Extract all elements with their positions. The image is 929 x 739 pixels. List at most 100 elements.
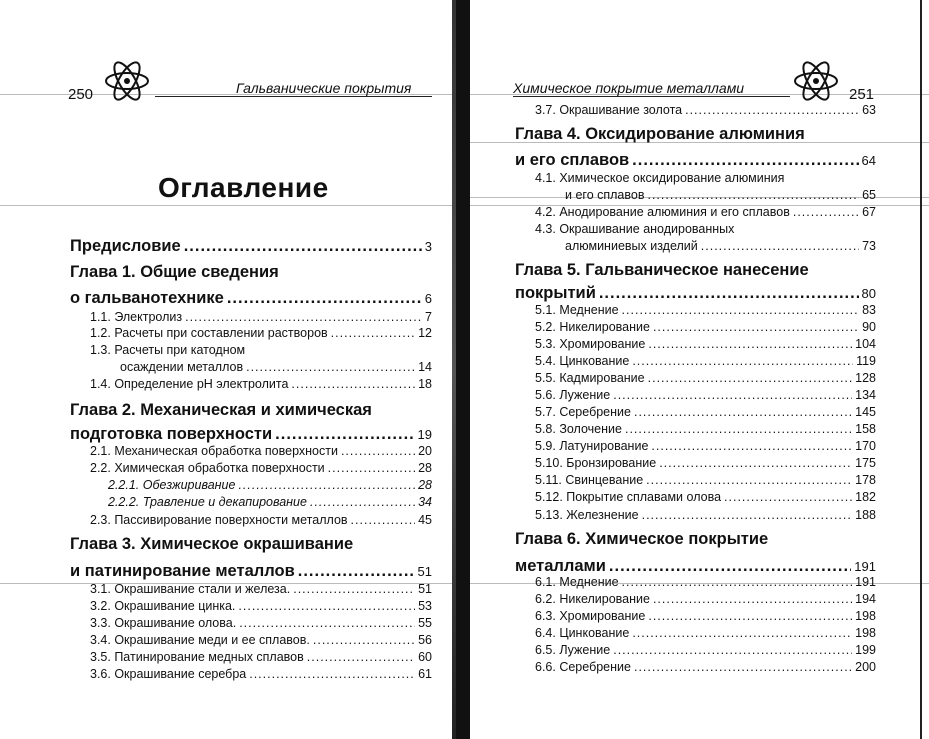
toc-page-number: 83 [862, 303, 876, 317]
dot-leader: ........................................… [226, 289, 422, 307]
toc-entry-title: Глава 1. Общие сведения [70, 263, 279, 281]
dot-leader: ........................................… [646, 473, 853, 487]
toc-entry-title: 3.3. Окрашивание олова. [90, 616, 237, 630]
toc-section-entry: 2.1. Механическая обработка поверхности.… [90, 443, 432, 460]
toc-section-entry: 5.6. Лужение............................… [535, 387, 876, 404]
toc-page-number: 191 [854, 559, 876, 574]
toc-entry-title: 6.6. Серебрение [535, 660, 631, 674]
toc-page-number: 51 [418, 582, 432, 596]
toc-entry-title: 5.6. Лужение [535, 388, 611, 402]
toc-section-entry: 6.5. Лужение............................… [535, 642, 876, 659]
toc-chapter-entry: и патинирование металлов................… [70, 560, 432, 582]
toc-entry-title: о гальванотехнике [70, 289, 224, 307]
toc-section-entry: 5.8. Золочение..........................… [535, 421, 876, 438]
toc-page-number: 60 [418, 650, 432, 664]
toc-entry-title: 2.2.2. Травление и декапирование [108, 495, 307, 509]
toc-section-entry: 6.2. Никелирование......................… [535, 591, 876, 608]
toc-entry-title: 5.9. Латунирование [535, 439, 649, 453]
toc-section-entry: 5.12. Покрытие сплавами олова...........… [535, 489, 876, 506]
toc-page-number: 182 [855, 490, 876, 504]
toc-section-entry: 5.1. Меднение...........................… [535, 302, 876, 319]
toc-page-number: 34 [418, 495, 432, 509]
toc-chapter-entry: металлами...............................… [515, 555, 876, 577]
toc-section-entry: 6.6. Серебрение.........................… [535, 659, 876, 676]
toc-entry-title: 2.2. Химическая обработка поверхности [90, 461, 325, 475]
toc-entry-title: Глава 5. Гальваническое нанесение [515, 261, 809, 279]
toc-page-number: 28 [418, 461, 432, 475]
toc-section-entry: 5.7. Серебрение.........................… [535, 404, 876, 421]
toc-page-number: 6 [424, 291, 432, 306]
dot-leader: ........................................… [275, 425, 415, 443]
toc-entry-title: 2.1. Механическая обработка поверхности [90, 444, 338, 458]
dot-leader: ........................................… [652, 592, 852, 606]
toc-entry-title: 5.10. Бронзирование [535, 456, 657, 470]
toc-section-entry: 1.1. Электролиз.........................… [90, 309, 432, 326]
dot-leader: ........................................… [327, 461, 415, 475]
toc-section-entry: 5.4. Цинкование.........................… [535, 353, 876, 370]
toc-section-entry: 3.7. Окрашивание золота.................… [535, 102, 876, 119]
scan-line [470, 197, 929, 198]
toc-entry-title: алюминиевых изделий [565, 239, 698, 253]
dot-leader: ........................................… [624, 422, 852, 436]
toc-page-number: 198 [855, 609, 876, 623]
toc-section-entry: 3.4. Окрашивание меди и ее сплавов......… [90, 632, 432, 649]
toc-entry-title: 5.4. Цинкование [535, 354, 630, 368]
dot-leader: ........................................… [621, 303, 860, 317]
toc-page-number: 64 [861, 153, 876, 168]
dot-leader: ........................................… [598, 284, 859, 302]
toc-entry-title: 5.5. Кадмирование [535, 371, 645, 385]
dot-leader: ........................................… [700, 239, 859, 253]
toc-entry-title: 1.2. Расчеты при составлении растворов [90, 326, 328, 340]
dot-leader: ........................................… [238, 478, 415, 492]
toc-section-entry: 5.11. Свинцевание.......................… [535, 472, 876, 489]
toc-entry-title: 3.2. Окрашивание цинка. [90, 599, 236, 613]
toc-entry-title: 6.2. Никелирование [535, 592, 650, 606]
toc-page-number: 90 [862, 320, 876, 334]
toc-page-number: 145 [855, 405, 876, 419]
toc-page-number: 128 [855, 371, 876, 385]
toc-entry-title: 4.2. Анодирование алюминия и его сплавов [535, 205, 790, 219]
dot-leader: ........................................… [330, 326, 415, 340]
toc-section-entry: и его сплавов...........................… [565, 187, 876, 204]
dot-leader: ........................................… [613, 388, 852, 402]
right-running-head: Химическое покрытие металлами [513, 80, 745, 96]
dot-leader: ........................................… [340, 444, 415, 458]
toc-page-number: 53 [418, 599, 432, 613]
dot-leader: ........................................… [309, 495, 416, 509]
toc-chapter-entry: покрытий................................… [515, 282, 876, 304]
left-running-head: Гальванические покрытия [236, 80, 412, 96]
toc-entry-title: 6.4. Цинкование [535, 626, 630, 640]
dot-leader: ........................................… [297, 562, 415, 580]
left-page-number: 250 [68, 86, 94, 103]
toc-page-number: 175 [855, 456, 876, 470]
dot-leader: ........................................… [185, 310, 423, 324]
toc-section-entry: 3.2. Окрашивание цинка..................… [90, 598, 432, 615]
toc-chapter-entry: Глава 1. Общие сведения [70, 261, 432, 283]
toc-entry-title: 3.1. Окрашивание стали и железа. [90, 582, 291, 596]
toc-chapter-entry: Глава 2. Механическая и химическая [70, 399, 432, 421]
dot-leader: ........................................… [651, 439, 852, 453]
toc-page-number: 170 [855, 439, 876, 453]
dot-leader: ........................................… [647, 371, 853, 385]
dot-leader: ........................................… [659, 456, 852, 470]
toc-page-number: 188 [855, 508, 876, 522]
toc-section-entry: 1.2. Расчеты при составлении растворов..… [90, 325, 432, 342]
header-rule [155, 96, 432, 97]
toc-entry-title: 2.3. Пассивирование поверхности металлов [90, 513, 348, 527]
toc-chapter-entry: подготовка поверхности..................… [70, 423, 432, 445]
toc-page-number: 119 [856, 354, 876, 368]
toc-section-entry: 2.2. Химическая обработка поверхности...… [90, 460, 432, 477]
dot-leader: ........................................… [249, 667, 415, 681]
toc-entry-title: осаждении металлов [120, 360, 244, 374]
toc-entry-title: 6.3. Хромирование [535, 609, 646, 623]
toc-page-number: 28 [418, 478, 432, 492]
dot-leader: ........................................… [312, 633, 416, 647]
toc-section-entry: 2.2.1. Обезжиривание....................… [108, 477, 432, 494]
toc-page-number: 56 [418, 633, 432, 647]
toc-section-entry: 2.2.2. Травление и декапирование........… [108, 494, 432, 511]
toc-entry-title: и патинирование металлов [70, 562, 295, 580]
toc-entry-title: 5.2. Никелирование [535, 320, 650, 334]
toc-entry-title: покрытий [515, 284, 596, 302]
dot-leader: ........................................… [293, 582, 415, 596]
toc-section-entry: 5.13. Железнение........................… [535, 507, 876, 524]
